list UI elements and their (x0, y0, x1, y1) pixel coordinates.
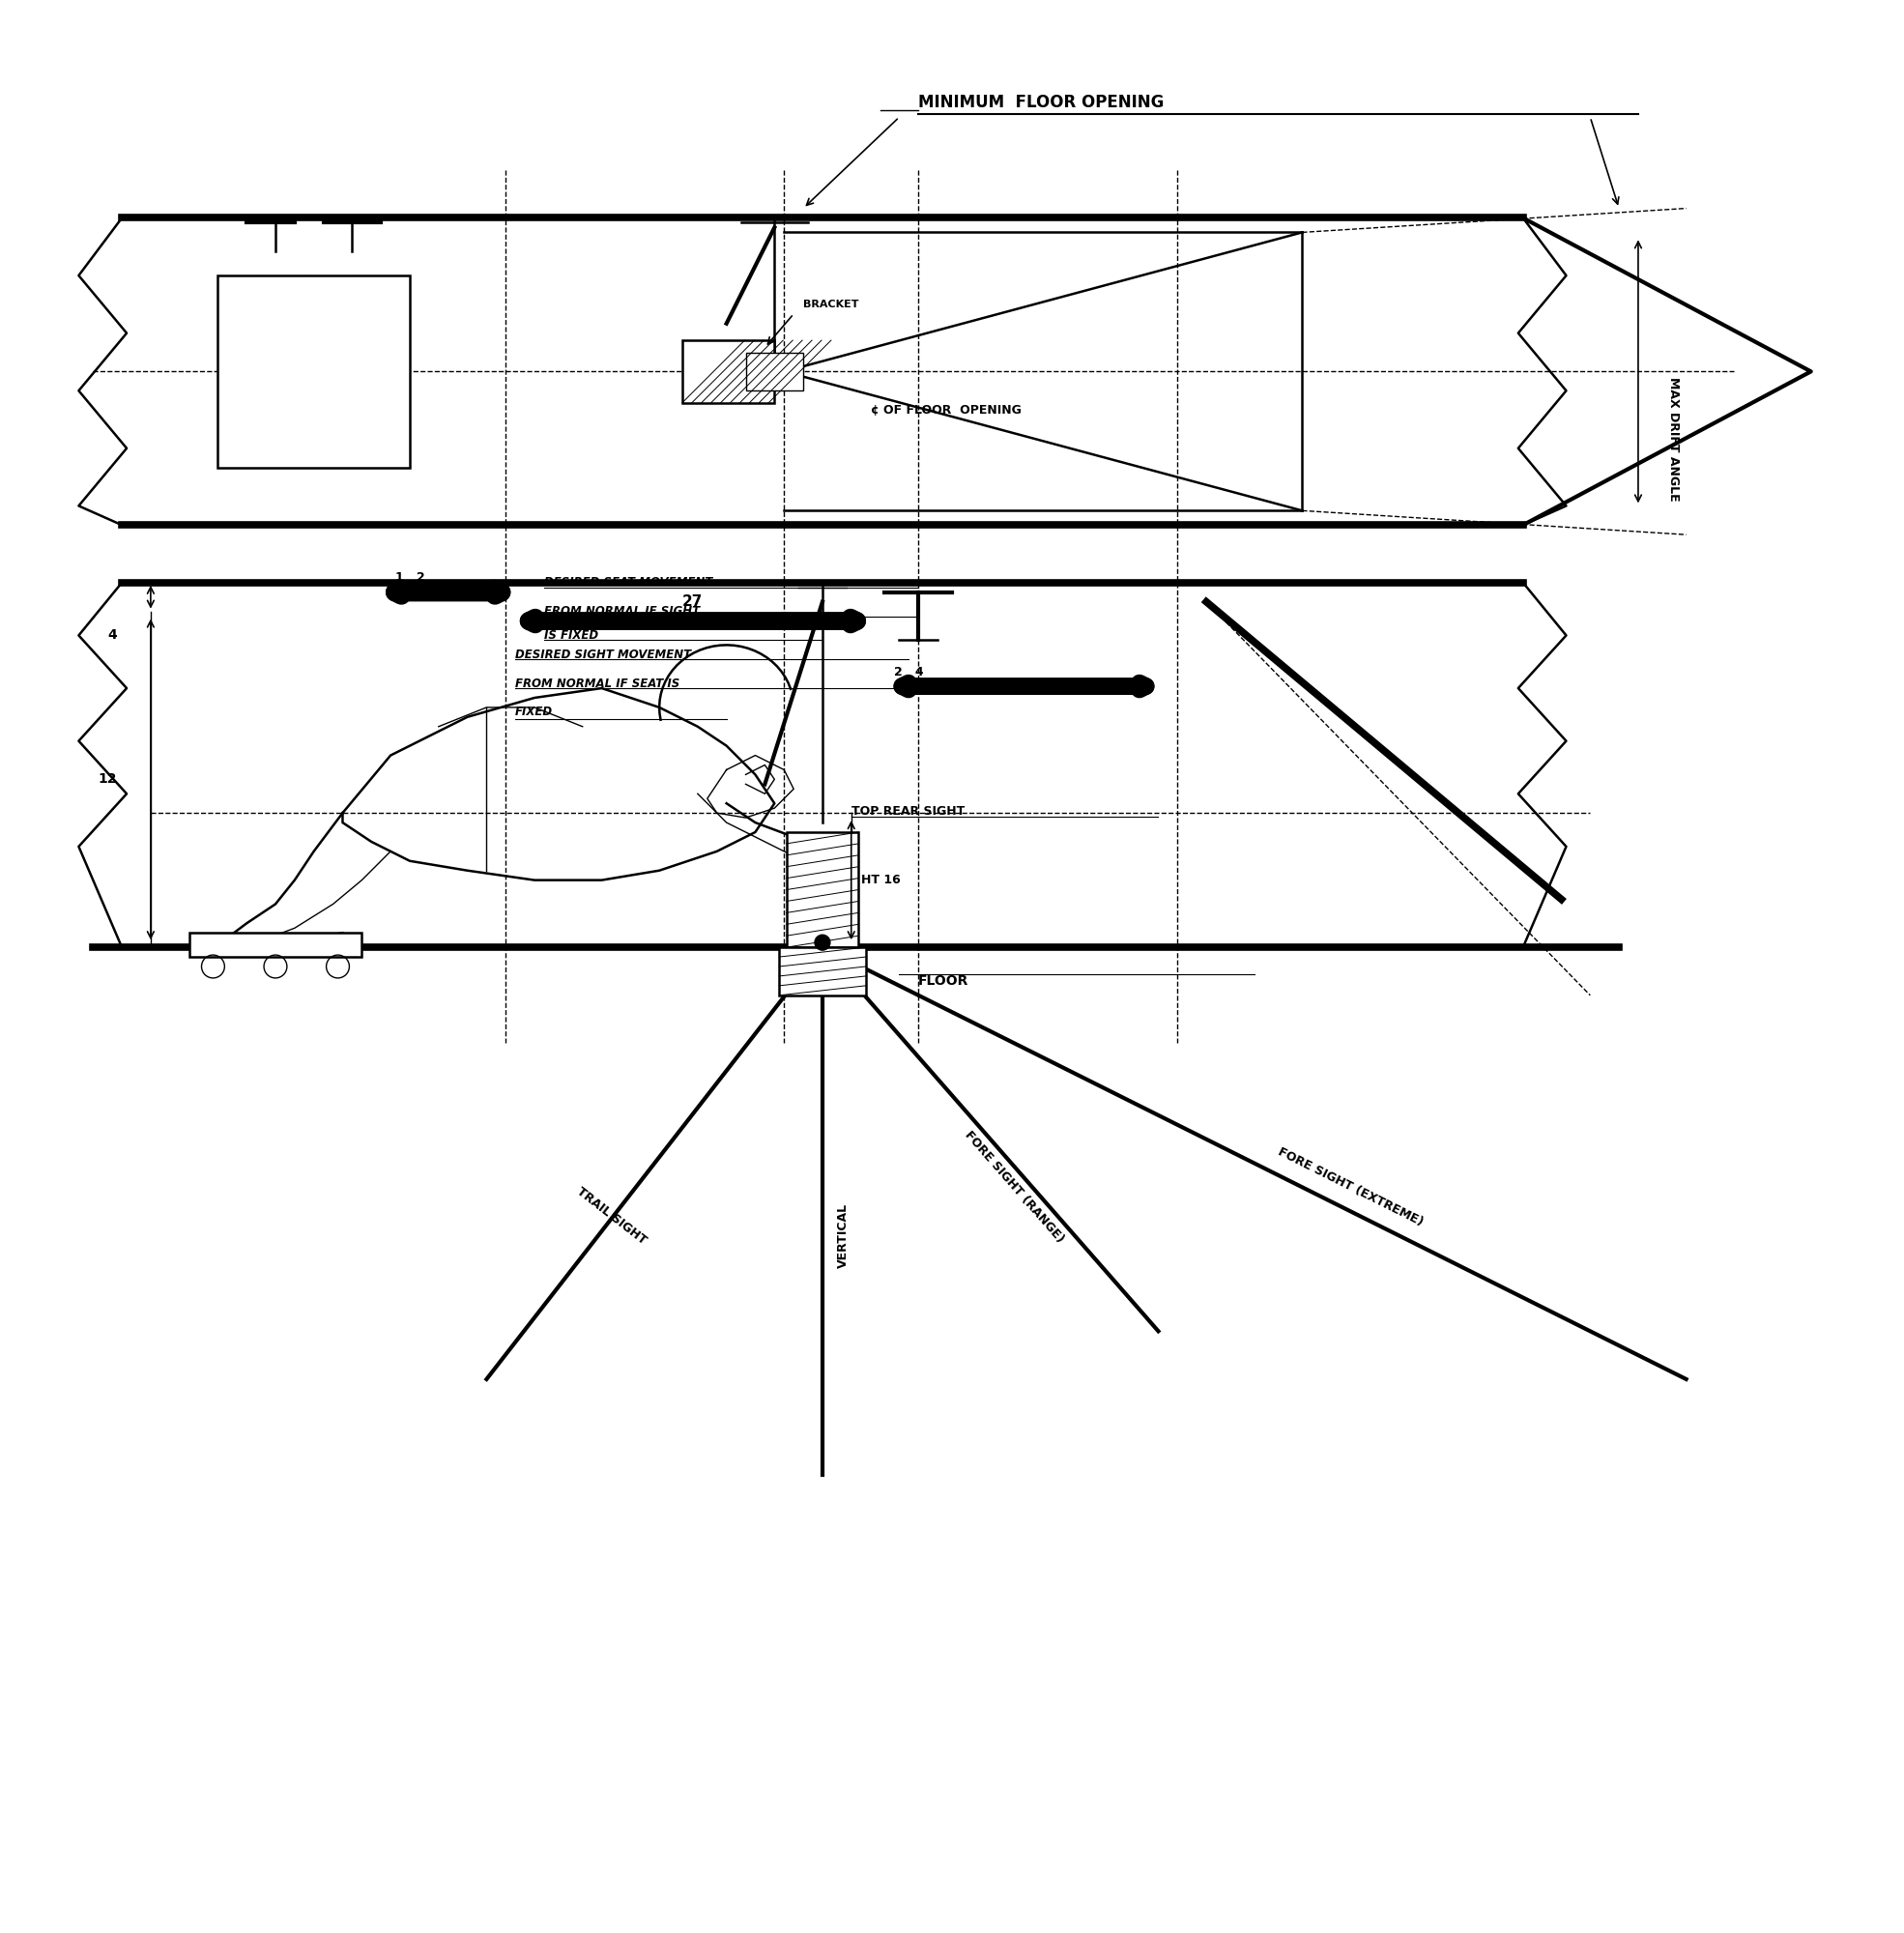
Text: DESIRED SEAT MOVEMENT: DESIRED SEAT MOVEMENT (545, 576, 712, 590)
Bar (188, 934, 362, 957)
Bar (779, 947, 866, 995)
Bar (786, 831, 859, 947)
Text: HT 16: HT 16 (861, 874, 901, 887)
Text: TOP REAR SIGHT: TOP REAR SIGHT (851, 804, 965, 818)
Text: BRACKET: BRACKET (803, 300, 859, 309)
Text: IS FIXED: IS FIXED (545, 628, 598, 642)
Bar (217, 276, 409, 468)
Text: 12: 12 (99, 773, 116, 787)
Text: 2   4: 2 4 (895, 665, 923, 678)
Bar (682, 340, 775, 402)
Text: TRAIL SIGHT: TRAIL SIGHT (575, 1185, 649, 1247)
Circle shape (815, 936, 830, 951)
Text: VERTICAL: VERTICAL (838, 1202, 849, 1268)
Bar (746, 352, 803, 390)
Text: 4: 4 (109, 628, 116, 642)
Text: MAX DRIFT ANGLE: MAX DRIFT ANGLE (1668, 377, 1679, 501)
Text: DESIRED SIGHT MOVEMENT: DESIRED SIGHT MOVEMENT (516, 648, 691, 661)
Text: FORE SIGHT (RANGE): FORE SIGHT (RANGE) (962, 1129, 1066, 1245)
Text: 1   2: 1 2 (394, 572, 425, 584)
Text: FIXED: FIXED (516, 706, 554, 719)
Text: FORE SIGHT (EXTREME): FORE SIGHT (EXTREME) (1276, 1146, 1424, 1229)
Text: MINIMUM  FLOOR OPENING: MINIMUM FLOOR OPENING (918, 95, 1163, 112)
Text: 27: 27 (682, 595, 703, 609)
Text: ¢ OF FLOOR  OPENING: ¢ OF FLOOR OPENING (870, 404, 1021, 416)
Text: FROM NORMAL IF SIGHT: FROM NORMAL IF SIGHT (545, 605, 701, 619)
Text: FLOOR: FLOOR (918, 974, 969, 988)
Text: FROM NORMAL IF SEAT IS: FROM NORMAL IF SEAT IS (516, 677, 680, 690)
